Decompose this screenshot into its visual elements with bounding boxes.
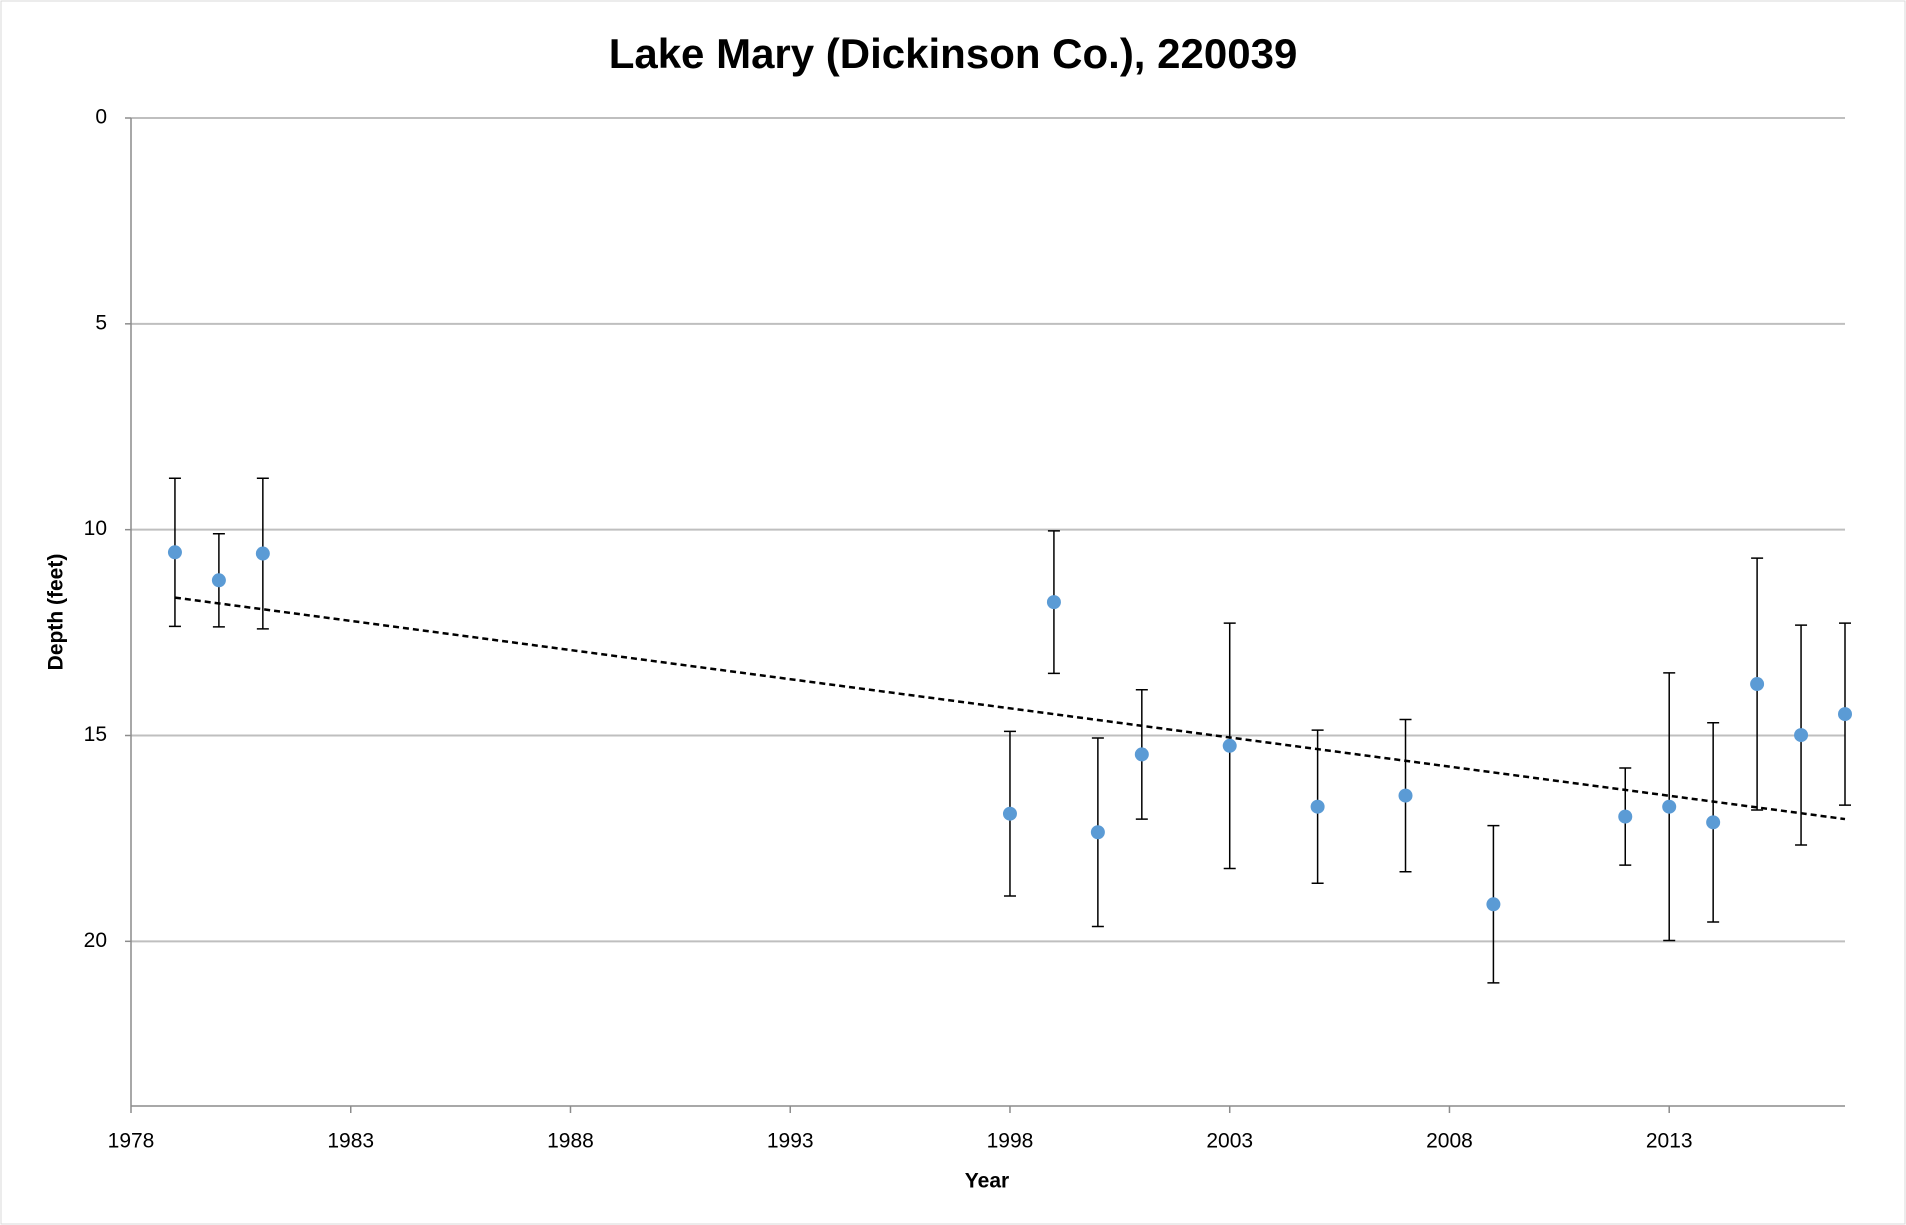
x-tick-label: 2013 xyxy=(1646,1130,1693,1153)
data-point xyxy=(1618,809,1633,824)
x-tick-label: 1988 xyxy=(547,1130,594,1153)
data-point xyxy=(1706,815,1721,830)
data-point xyxy=(1794,728,1809,743)
data-point xyxy=(1310,799,1325,814)
data-point xyxy=(1750,677,1765,692)
data-point xyxy=(1090,825,1105,840)
x-tick-label: 2008 xyxy=(1426,1130,1473,1153)
chart-title: Lake Mary (Dickinson Co.), 220039 xyxy=(609,30,1298,77)
data-point xyxy=(1046,595,1061,610)
data-point xyxy=(1134,747,1149,762)
data-point xyxy=(211,573,226,588)
data-point xyxy=(1662,799,1677,814)
y-tick-label: 15 xyxy=(84,723,107,746)
x-tick-label: 2003 xyxy=(1206,1130,1253,1153)
x-tick-label: 1983 xyxy=(327,1130,374,1153)
y-tick-label: 10 xyxy=(84,517,107,540)
y-axis-label: Depth (feet) xyxy=(45,554,68,671)
data-point xyxy=(1838,707,1852,722)
data-point xyxy=(1222,738,1237,753)
data-point xyxy=(167,545,182,560)
data-point xyxy=(1486,897,1501,912)
x-tick-label: 1993 xyxy=(767,1130,814,1153)
y-tick-label: 0 xyxy=(95,106,107,129)
data-point xyxy=(1398,788,1413,803)
x-tick-label: 1998 xyxy=(987,1130,1034,1153)
data-point xyxy=(255,546,270,561)
data-point xyxy=(1002,806,1017,821)
y-tick-label: 5 xyxy=(95,311,107,334)
trendline xyxy=(174,596,1846,821)
x-tick-label: 1978 xyxy=(108,1130,155,1153)
y-tick-label: 20 xyxy=(84,929,107,952)
x-axis-label: Year xyxy=(965,1170,1009,1193)
